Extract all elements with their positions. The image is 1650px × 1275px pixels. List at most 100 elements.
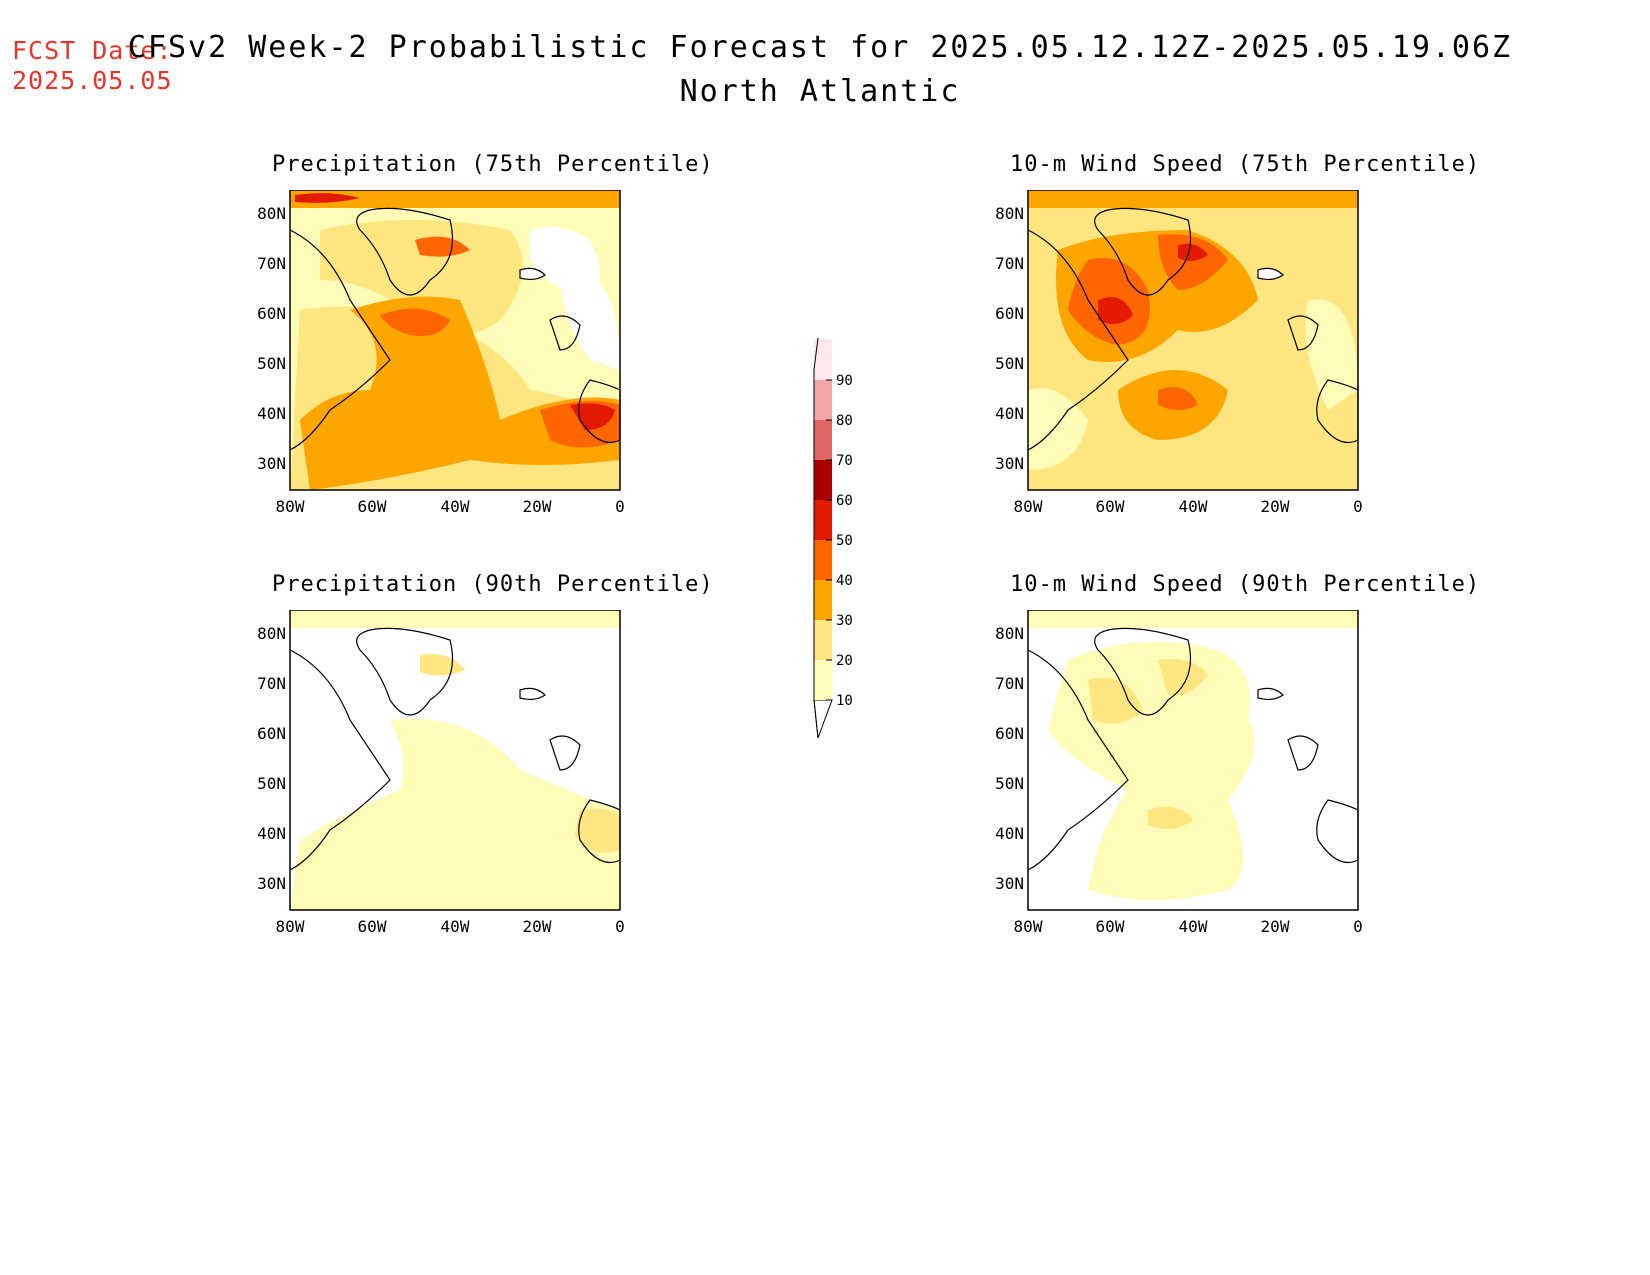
contour-fill [1028, 610, 1358, 628]
colorbar-lower-extension [813, 699, 833, 739]
coastline-north-america [289, 649, 391, 871]
colorbar-svg: 10 20 30 40 50 60 70 80 90 [813, 337, 853, 739]
colorbar-segment [814, 660, 832, 700]
map-svg-wind-75: 80N 70N 60N 50N 40N 30N 80W 60W 40W 20W … [995, 189, 1363, 516]
contour-fill [320, 220, 523, 335]
lon-tick-label: 40W [1179, 917, 1208, 936]
lat-tick-label: 50N [995, 774, 1024, 793]
panel-title-precip-75: Precipitation (75th Percentile) [272, 152, 714, 177]
contour-fill [1148, 806, 1193, 829]
lat-tick-label: 50N [995, 354, 1024, 373]
colorbar-segment [814, 620, 832, 660]
colorbar-tick-label: 10 [836, 693, 853, 709]
lat-tick-label: 70N [995, 674, 1024, 693]
lon-tick-label: 80W [1014, 917, 1043, 936]
contour-fill [290, 610, 620, 628]
colorbar-segment [814, 580, 832, 620]
forecast-date-block: FCST Date: 2025.05.05 [12, 36, 173, 96]
coastline-iceland [1257, 687, 1284, 701]
colorbar-tick-label: 50 [836, 533, 853, 549]
colorbar-tick-label: 20 [836, 653, 853, 669]
coastline-iceland [1257, 267, 1284, 281]
colorbar-outline [813, 337, 819, 739]
lon-tick-label: 20W [523, 497, 552, 516]
forecast-date-label: FCST Date: [12, 36, 173, 65]
map-panel-wind-90: 80N 70N 60N 50N 40N 30N 80W 60W 40W 20W … [968, 609, 1368, 954]
lon-tick-label: 60W [358, 497, 387, 516]
contour-fill [290, 718, 620, 910]
map-svg-precip-90: 80N 70N 60N 50N 40N 30N 80W 60W 40W 20W … [257, 609, 625, 936]
region-title: North Atlantic [679, 74, 961, 109]
lat-tick-label: 30N [995, 454, 1024, 473]
lat-tick-label: 50N [257, 354, 286, 373]
contour-fill [570, 403, 615, 430]
contour-fill [1178, 243, 1208, 261]
lat-tick-label: 70N [257, 254, 286, 273]
colorbar-upper-extension [814, 338, 832, 340]
contour-fill [415, 236, 470, 257]
colorbar-tick-label: 70 [836, 453, 853, 469]
lon-tick-label: 20W [1261, 497, 1290, 516]
contour-fill [290, 190, 620, 208]
lat-tick-label: 50N [257, 774, 286, 793]
contour-fill [1158, 234, 1228, 290]
map-frame [1027, 609, 1359, 911]
colorbar-segment [814, 540, 832, 580]
contour-fill [1088, 678, 1143, 724]
lat-tick-label: 40N [257, 824, 286, 843]
contour-fill [1305, 299, 1358, 410]
lat-tick-label: 70N [257, 674, 286, 693]
page-title: CFSv2 Week-2 Probabilistic Forecast for … [127, 30, 1513, 65]
contour-fill [1028, 190, 1358, 208]
lat-tick-label: 30N [995, 874, 1024, 893]
lon-tick-label: 40W [441, 917, 470, 936]
colorbar-tick-label: 90 [836, 373, 853, 389]
colorbar-tick-label: 60 [836, 493, 853, 509]
coastline-greenland [1094, 207, 1192, 296]
colorbar-tick-label: 30 [836, 613, 853, 629]
lat-tick-label: 80N [995, 624, 1024, 643]
contour-fill [1158, 659, 1208, 696]
coastline-iceland [519, 687, 546, 701]
coastline-british-isles [1287, 735, 1319, 771]
coastline-greenland [1094, 627, 1192, 716]
colorbar-segment [814, 420, 832, 460]
lon-tick-label: 20W [1261, 917, 1290, 936]
lon-tick-label: 20W [523, 917, 552, 936]
coastline-greenland [356, 627, 454, 716]
lon-tick-label: 60W [1096, 497, 1125, 516]
lon-tick-label: 0 [615, 497, 625, 516]
contour-fill [1028, 388, 1088, 470]
contour-fill [380, 308, 450, 336]
lat-tick-label: 30N [257, 874, 286, 893]
lat-tick-label: 60N [257, 724, 286, 743]
lon-tick-label: 60W [358, 917, 387, 936]
lat-tick-label: 40N [995, 404, 1024, 423]
colorbar-segment [814, 380, 832, 420]
lat-tick-label: 70N [995, 254, 1024, 273]
map-panel-precip-75: 80N 70N 60N 50N 40N 30N 80W 60W 40W 20W … [230, 189, 630, 534]
coastline-north-america [1027, 229, 1129, 451]
colorbar-tick-label: 40 [836, 573, 853, 589]
lat-tick-label: 80N [257, 624, 286, 643]
coastline-iberia [1316, 799, 1359, 864]
lon-tick-label: 0 [615, 917, 625, 936]
lat-tick-label: 80N [995, 204, 1024, 223]
colorbar: 10 20 30 40 50 60 70 80 90 [800, 330, 880, 754]
contour-fill [420, 654, 465, 676]
map-svg-precip-75: 80N 70N 60N 50N 40N 30N 80W 60W 40W 20W … [257, 189, 625, 516]
coastline-greenland [356, 207, 454, 296]
coastline-iberia [1316, 379, 1359, 444]
lon-tick-label: 80W [276, 917, 305, 936]
lat-tick-label: 40N [995, 824, 1024, 843]
contour-fill [575, 808, 620, 853]
forecast-date-value: 2025.05.05 [12, 66, 173, 95]
lon-tick-label: 40W [1179, 497, 1208, 516]
lon-tick-label: 0 [1353, 497, 1363, 516]
coastline-british-isles [549, 735, 581, 771]
colorbar-segment [814, 340, 832, 380]
colorbar-tick-label: 80 [836, 413, 853, 429]
contour-fill [295, 193, 360, 203]
map-svg-wind-90: 80N 70N 60N 50N 40N 30N 80W 60W 40W 20W … [995, 609, 1363, 936]
lon-tick-label: 80W [276, 497, 305, 516]
